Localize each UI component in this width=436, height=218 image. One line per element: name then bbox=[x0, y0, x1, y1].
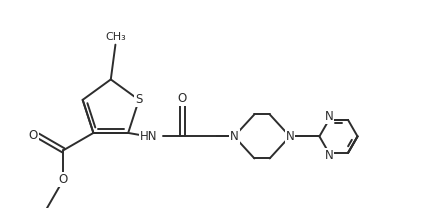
Text: N: N bbox=[286, 130, 294, 143]
Text: N: N bbox=[324, 111, 333, 123]
Text: O: O bbox=[28, 129, 37, 142]
Text: N: N bbox=[230, 130, 238, 143]
Text: CH₃: CH₃ bbox=[105, 32, 126, 42]
Text: O: O bbox=[59, 173, 68, 186]
Text: HN: HN bbox=[140, 130, 158, 143]
Text: O: O bbox=[177, 92, 187, 105]
Text: S: S bbox=[135, 93, 143, 106]
Text: N: N bbox=[324, 149, 333, 162]
